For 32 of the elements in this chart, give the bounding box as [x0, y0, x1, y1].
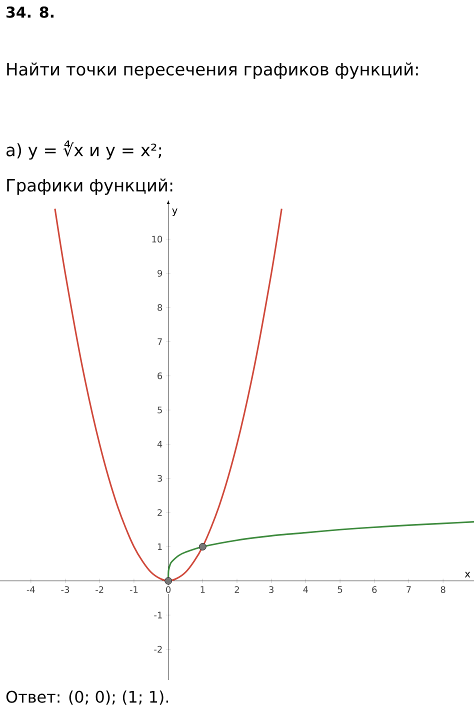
y-tick-label: 6 — [158, 372, 162, 380]
y-tick-label: 9 — [158, 270, 162, 277]
y-tick-label: 5 — [158, 406, 162, 414]
x-tick-label: 7 — [406, 586, 411, 593]
x-tick-label: -1 — [130, 586, 138, 593]
y-tick-label: 4 — [157, 440, 162, 448]
x-tick-label: 3 — [269, 586, 274, 593]
x-tick-label: -3 — [61, 586, 70, 593]
text: Графики функций: — [7, 178, 172, 195]
x-tick-label: 2 — [234, 586, 239, 593]
y-tick-label: 3 — [158, 474, 162, 482]
chart-subtitle: Найти точки пересечения графиков функций: — [7, 62, 418, 79]
y-tick-label: 8 — [158, 304, 162, 311]
x-tick-label: 8 — [440, 586, 446, 593]
y-tick-label: 1 — [158, 543, 162, 550]
x-tick-label: 1 — [200, 586, 205, 593]
y-tick-label: 10 — [152, 236, 162, 243]
text: а) y = ∜x и y = x²; — [6, 140, 162, 160]
x-tick-label: -4 — [26, 586, 35, 593]
x-tick-label: 4 — [303, 586, 308, 593]
x-tick-label: 6 — [372, 586, 377, 593]
y-tick-label: 7 — [158, 338, 162, 345]
y-tick-label: 2 — [158, 509, 162, 516]
y-tick-label: -2 — [154, 646, 162, 653]
x-axis-title: x — [464, 572, 470, 578]
x-tick-label: -2 — [96, 586, 104, 593]
y-axis-title: y — [172, 208, 178, 216]
chart-title: 34. 8. — [6, 6, 54, 18]
x-tick-label: 5 — [338, 586, 342, 593]
y-tick-label: -1 — [154, 612, 162, 618]
x-tick-label: 0 — [166, 586, 171, 593]
text: Ответ: (0; 0); (1; 1). — [6, 690, 168, 705]
